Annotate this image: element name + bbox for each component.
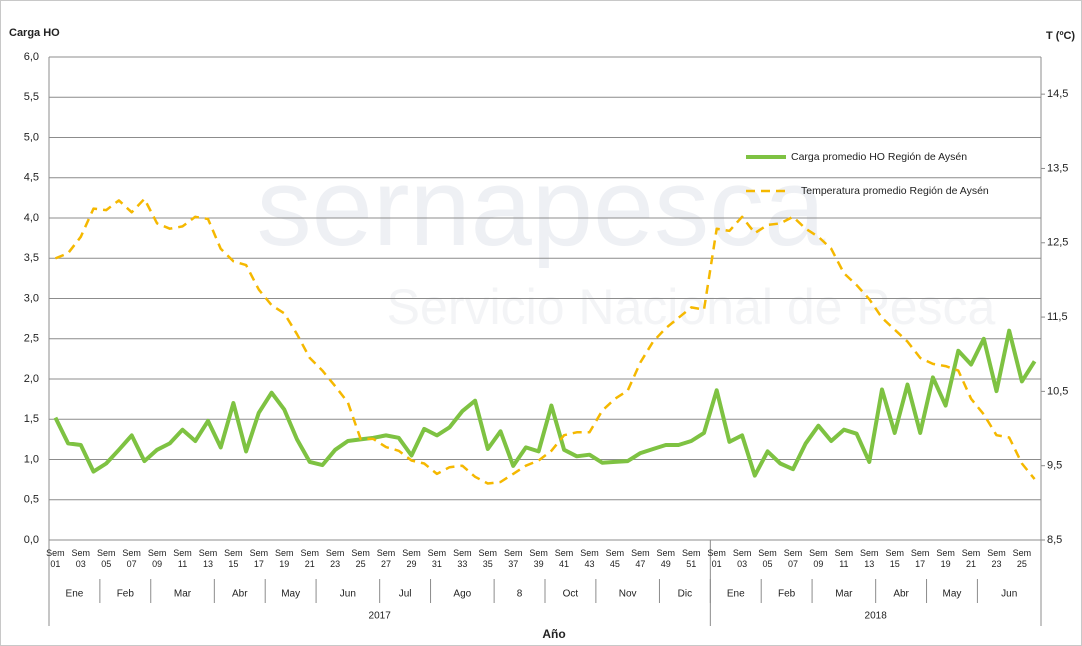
y-tick-label: 0,0 [24, 534, 39, 546]
x-tick-label: Sem 01 [707, 548, 726, 569]
month-label: May [281, 589, 300, 600]
x-tick-label: Sem 29 [402, 548, 421, 569]
x-tick-label: Sem 45 [605, 548, 625, 569]
legend-label: Carga promedio HO Región de Aysén [791, 151, 967, 163]
month-label: Dic [678, 589, 692, 600]
x-tick-label: Sem 09 [147, 548, 167, 569]
y-tick-label: 5,5 [24, 91, 39, 103]
x-tick-label: Sem 21 [961, 548, 981, 569]
x-tick-label: Sem 49 [656, 548, 676, 569]
y2-tick-label: 14,5 [1047, 88, 1068, 100]
month-label: Mar [174, 589, 192, 600]
y2-tick-label: 13,5 [1047, 162, 1068, 174]
month-label: Ene [727, 589, 745, 600]
y2-tick-label: 9,5 [1047, 460, 1062, 472]
x-tick-label: Sem 11 [173, 548, 192, 569]
month-label: Ene [66, 589, 84, 600]
x-tick-label: Sem 39 [529, 548, 548, 569]
x-tick-label: Sem 21 [300, 548, 319, 569]
x-tick-label: Sem 13 [860, 548, 879, 569]
series-line [53, 328, 1037, 478]
y2-axis-title: T (ºC) [1046, 30, 1075, 42]
y-tick-label: 1,0 [24, 453, 39, 465]
month-label: 8 [517, 589, 523, 600]
x-tick-label: Sem 27 [376, 548, 396, 569]
y-tick-label: 5,0 [24, 131, 39, 143]
month-label: Jul [399, 589, 412, 600]
y2-tick-label: 12,5 [1047, 237, 1068, 249]
x-tick-label: Sem 01 [46, 548, 65, 569]
month-label: Ago [453, 589, 471, 600]
y-tick-label: 2,0 [24, 373, 39, 385]
y2-tick-label: 11,5 [1047, 311, 1068, 323]
x-tick-label: Sem 07 [783, 548, 803, 569]
y-tick-label: 0,5 [24, 494, 39, 506]
x-tick-label: Sem 05 [758, 548, 777, 569]
x-tick-label: Sem 13 [198, 548, 218, 569]
y-tick-label: 3,5 [24, 252, 39, 264]
month-label: Feb [117, 589, 135, 600]
x-tick-label: Sem 19 [275, 548, 294, 569]
month-label: May [943, 589, 962, 600]
x-tick-label: Sem 05 [96, 548, 116, 569]
month-label: Feb [778, 589, 796, 600]
x-tick-label: Sem 47 [631, 548, 650, 569]
x-axis-title: Año [542, 627, 565, 641]
x-tick-label: Sem 17 [910, 548, 930, 569]
x-tick-label: Sem 51 [681, 548, 701, 569]
month-label: Abr [893, 589, 909, 600]
month-label: Mar [835, 589, 853, 600]
x-tick-label: Sem 25 [351, 548, 370, 569]
series-line [54, 197, 1036, 485]
y-tick-label: 6,0 [24, 51, 39, 63]
x-tick-label: Sem 33 [453, 548, 472, 569]
y2-tick-label: 8,5 [1047, 534, 1062, 546]
month-label: Abr [232, 589, 248, 600]
x-tick-label: Sem 23 [987, 548, 1006, 569]
month-label: Jun [340, 589, 356, 600]
y-tick-label: 2,5 [24, 333, 39, 345]
y-tick-label: 3,0 [24, 292, 39, 304]
month-label: Oct [563, 589, 579, 600]
x-tick-label: Sem 03 [71, 548, 91, 569]
x-tick-label: Sem 09 [809, 548, 828, 569]
year-label: 2018 [865, 611, 888, 622]
x-tick-label: Sem 35 [478, 548, 498, 569]
x-tick-label: Sem 41 [554, 548, 574, 569]
x-tick-label: Sem 15 [885, 548, 904, 569]
x-tick-label: Sem 23 [325, 548, 345, 569]
x-tick-label: Sem 07 [122, 548, 141, 569]
y-tick-label: 1,5 [24, 413, 39, 425]
x-tick-label: Sem 19 [936, 548, 955, 569]
y2-tick-label: 10,5 [1047, 385, 1068, 397]
x-tick-label: Sem 11 [834, 548, 854, 569]
x-tick-label: Sem 25 [1012, 548, 1032, 569]
month-label: Jun [1001, 589, 1017, 600]
y-tick-label: 4,0 [24, 212, 39, 224]
x-tick-label: Sem 31 [427, 548, 447, 569]
year-label: 2017 [369, 611, 392, 622]
watermark: sernapesca [257, 146, 827, 269]
x-tick-label: Sem 15 [224, 548, 243, 569]
month-label: Nov [619, 589, 637, 600]
x-tick-label: Sem 17 [249, 548, 269, 569]
x-tick-label: Sem 03 [732, 548, 752, 569]
x-tick-label: Sem 37 [503, 548, 523, 569]
x-tick-label: Sem 43 [580, 548, 599, 569]
y-tick-label: 4,5 [24, 172, 39, 184]
legend-label: Temperatura promedio Región de Aysén [801, 185, 989, 197]
y-axis-title: Carga HO [9, 27, 60, 39]
